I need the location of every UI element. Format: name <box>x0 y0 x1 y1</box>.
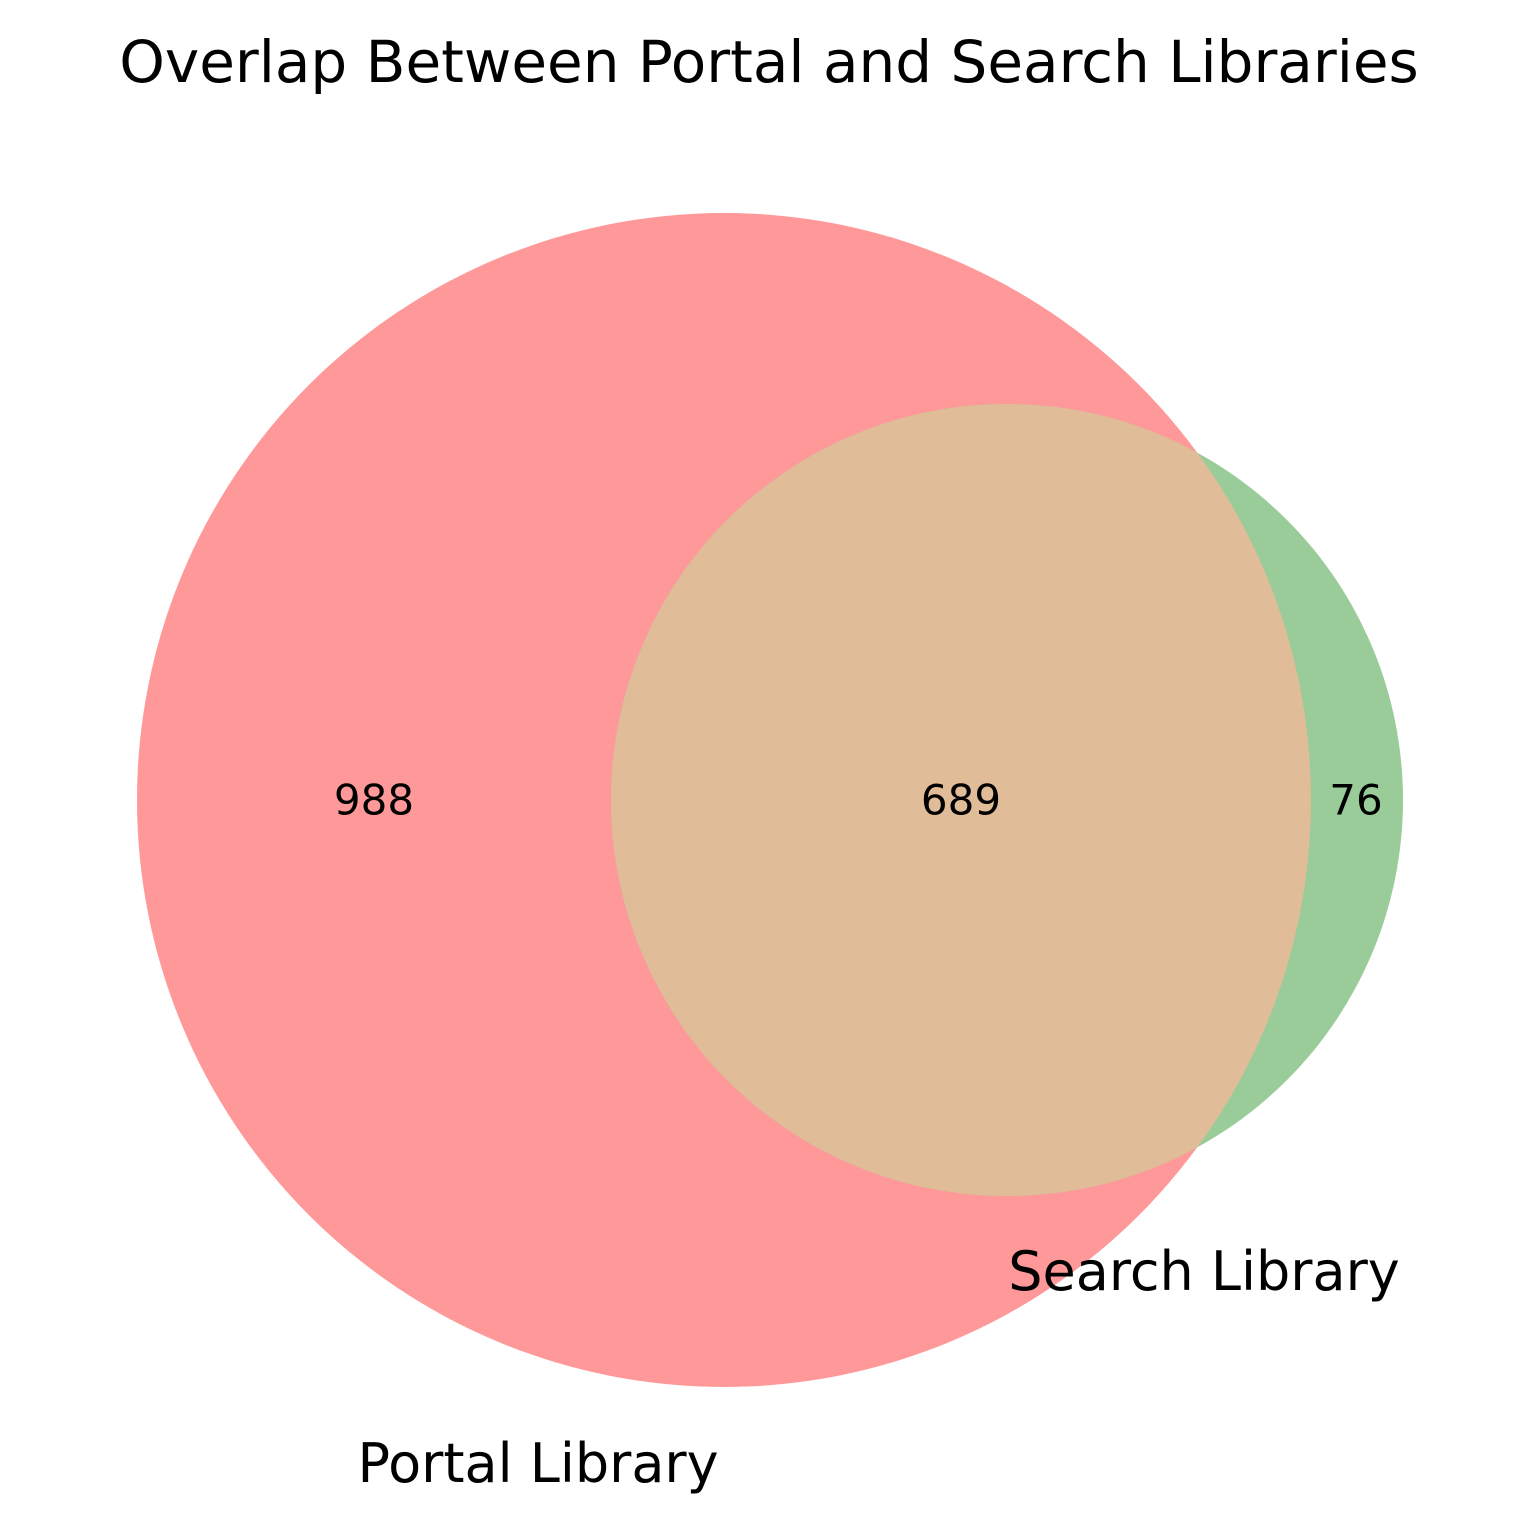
portal-library-label: Portal Library <box>357 1432 718 1495</box>
diagram-title: Overlap Between Portal and Search Librar… <box>119 28 1418 96</box>
search-library-label: Search Library <box>1008 1240 1400 1303</box>
portal-only-count: 988 <box>334 776 414 825</box>
overlap-region <box>611 404 1311 1196</box>
overlap-count: 689 <box>921 776 1001 825</box>
search-only-count: 76 <box>1329 776 1382 825</box>
